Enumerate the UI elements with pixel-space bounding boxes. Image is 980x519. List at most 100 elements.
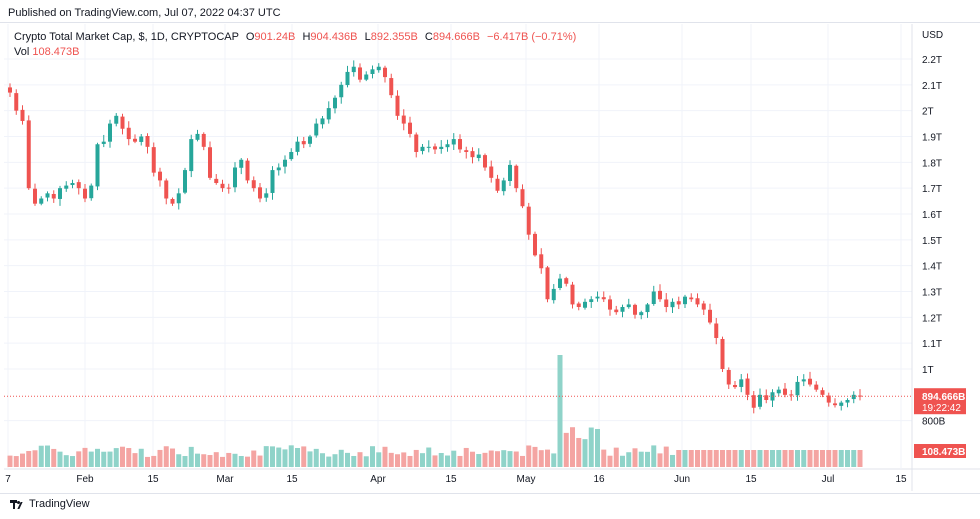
candle-body: [658, 290, 662, 300]
volume-bar: [282, 449, 288, 467]
volume-bar: [213, 452, 219, 467]
volume-bar: [326, 456, 332, 467]
volume-bar: [782, 450, 788, 467]
candle-body: [508, 164, 512, 182]
volume-bar: [851, 450, 857, 467]
candle-body: [108, 123, 112, 142]
candle-body: [345, 71, 350, 86]
candle-body: [270, 170, 275, 193]
candle-body: [589, 299, 594, 303]
volume-bar: [720, 450, 725, 467]
price-tick-label: 1.1T: [922, 339, 942, 350]
candle-body: [76, 182, 81, 189]
candle-body: [58, 188, 62, 199]
volume-bar: [7, 455, 13, 467]
volume-bar: [38, 445, 44, 467]
volume-bar: [113, 448, 119, 467]
candle-body: [414, 134, 419, 152]
candle-body: [89, 185, 94, 199]
volume-bar: [338, 449, 344, 467]
volume-bar: [301, 446, 307, 467]
candle-body: [264, 193, 269, 198]
volume-bar: [257, 455, 263, 467]
candle-body: [245, 160, 250, 181]
candle-body: [633, 304, 637, 315]
volume-bar: [288, 445, 294, 467]
footer[interactable]: TradingView: [10, 498, 90, 510]
volume-bar: [126, 448, 132, 467]
candle-body: [476, 154, 481, 159]
candle-body: [145, 136, 150, 147]
chart-frame[interactable]: [0, 22, 980, 494]
candle-body: [351, 66, 356, 73]
volume-bar: [726, 450, 732, 467]
volume-tag: 108.473B: [922, 447, 965, 458]
low-value: 892.355B: [370, 31, 418, 43]
volume-bar: [495, 451, 500, 467]
volume-bar: [845, 450, 850, 467]
candle-body: [814, 384, 819, 390]
volume-bar: [320, 453, 325, 467]
time-tick-label: Apr: [370, 474, 386, 485]
volume-bar: [20, 453, 25, 467]
volume-bar: [707, 450, 713, 467]
volume-bar: [163, 446, 169, 467]
time-tick-label: 16: [593, 474, 605, 485]
volume-bar: [695, 450, 700, 467]
candle-body: [39, 198, 44, 204]
candle-body: [314, 123, 319, 136]
volume-bar: [357, 452, 363, 467]
candle-body: [151, 147, 156, 173]
volume-bar: [476, 454, 482, 467]
volume-bar: [613, 447, 619, 467]
candle-body: [395, 95, 400, 116]
last-price-tag-bg: [914, 388, 966, 415]
volume-label: Vol: [14, 46, 30, 58]
volume-bar: [70, 456, 75, 467]
candle-body: [726, 369, 731, 385]
volume-bar: [776, 450, 782, 467]
volume-bar: [263, 446, 269, 467]
volume-bar: [245, 456, 250, 467]
candle-body: [433, 146, 437, 150]
volume-bar: [76, 451, 82, 467]
price-tick-label: 1T: [922, 365, 934, 376]
time-tick-label: Jun: [674, 474, 690, 485]
candle-body: [683, 296, 687, 305]
volume-bar: [420, 453, 425, 467]
volume-bar: [663, 446, 669, 467]
symbol-title: Crypto Total Market Cap, $, 1D, CRYPTOCA…: [14, 31, 239, 43]
candle-body: [733, 385, 737, 388]
candle-body: [301, 141, 306, 145]
volume-bar: [713, 450, 719, 467]
candle-body: [114, 115, 119, 124]
candle-body: [239, 159, 244, 168]
candle-body: [776, 389, 781, 394]
candle-body: [808, 378, 812, 385]
volume-bar: [482, 452, 488, 467]
volume-bar: [788, 450, 794, 467]
candle-body: [308, 136, 312, 144]
close-value: 894.666B: [432, 31, 480, 43]
volume-bar: [332, 454, 338, 467]
candle-body: [164, 180, 169, 199]
volume-bar: [401, 452, 407, 467]
price-tick-label: 1.5T: [922, 236, 942, 247]
volume-bar: [363, 456, 369, 467]
candle-body: [176, 193, 181, 204]
volume-bar: [426, 447, 432, 467]
volume-bar: [107, 451, 113, 467]
candle-body: [570, 284, 575, 305]
volume-bar: [701, 450, 707, 467]
candle-body: [276, 167, 281, 171]
volume-bar: [801, 450, 807, 467]
volume-bar: [857, 450, 863, 467]
candle-body: [751, 395, 756, 408]
volume-bar: [513, 451, 519, 467]
candle-body: [158, 171, 162, 181]
volume-bar: [582, 439, 588, 467]
volume-bar: [157, 449, 163, 467]
candle-body: [458, 139, 462, 150]
candle-body: [376, 66, 381, 71]
